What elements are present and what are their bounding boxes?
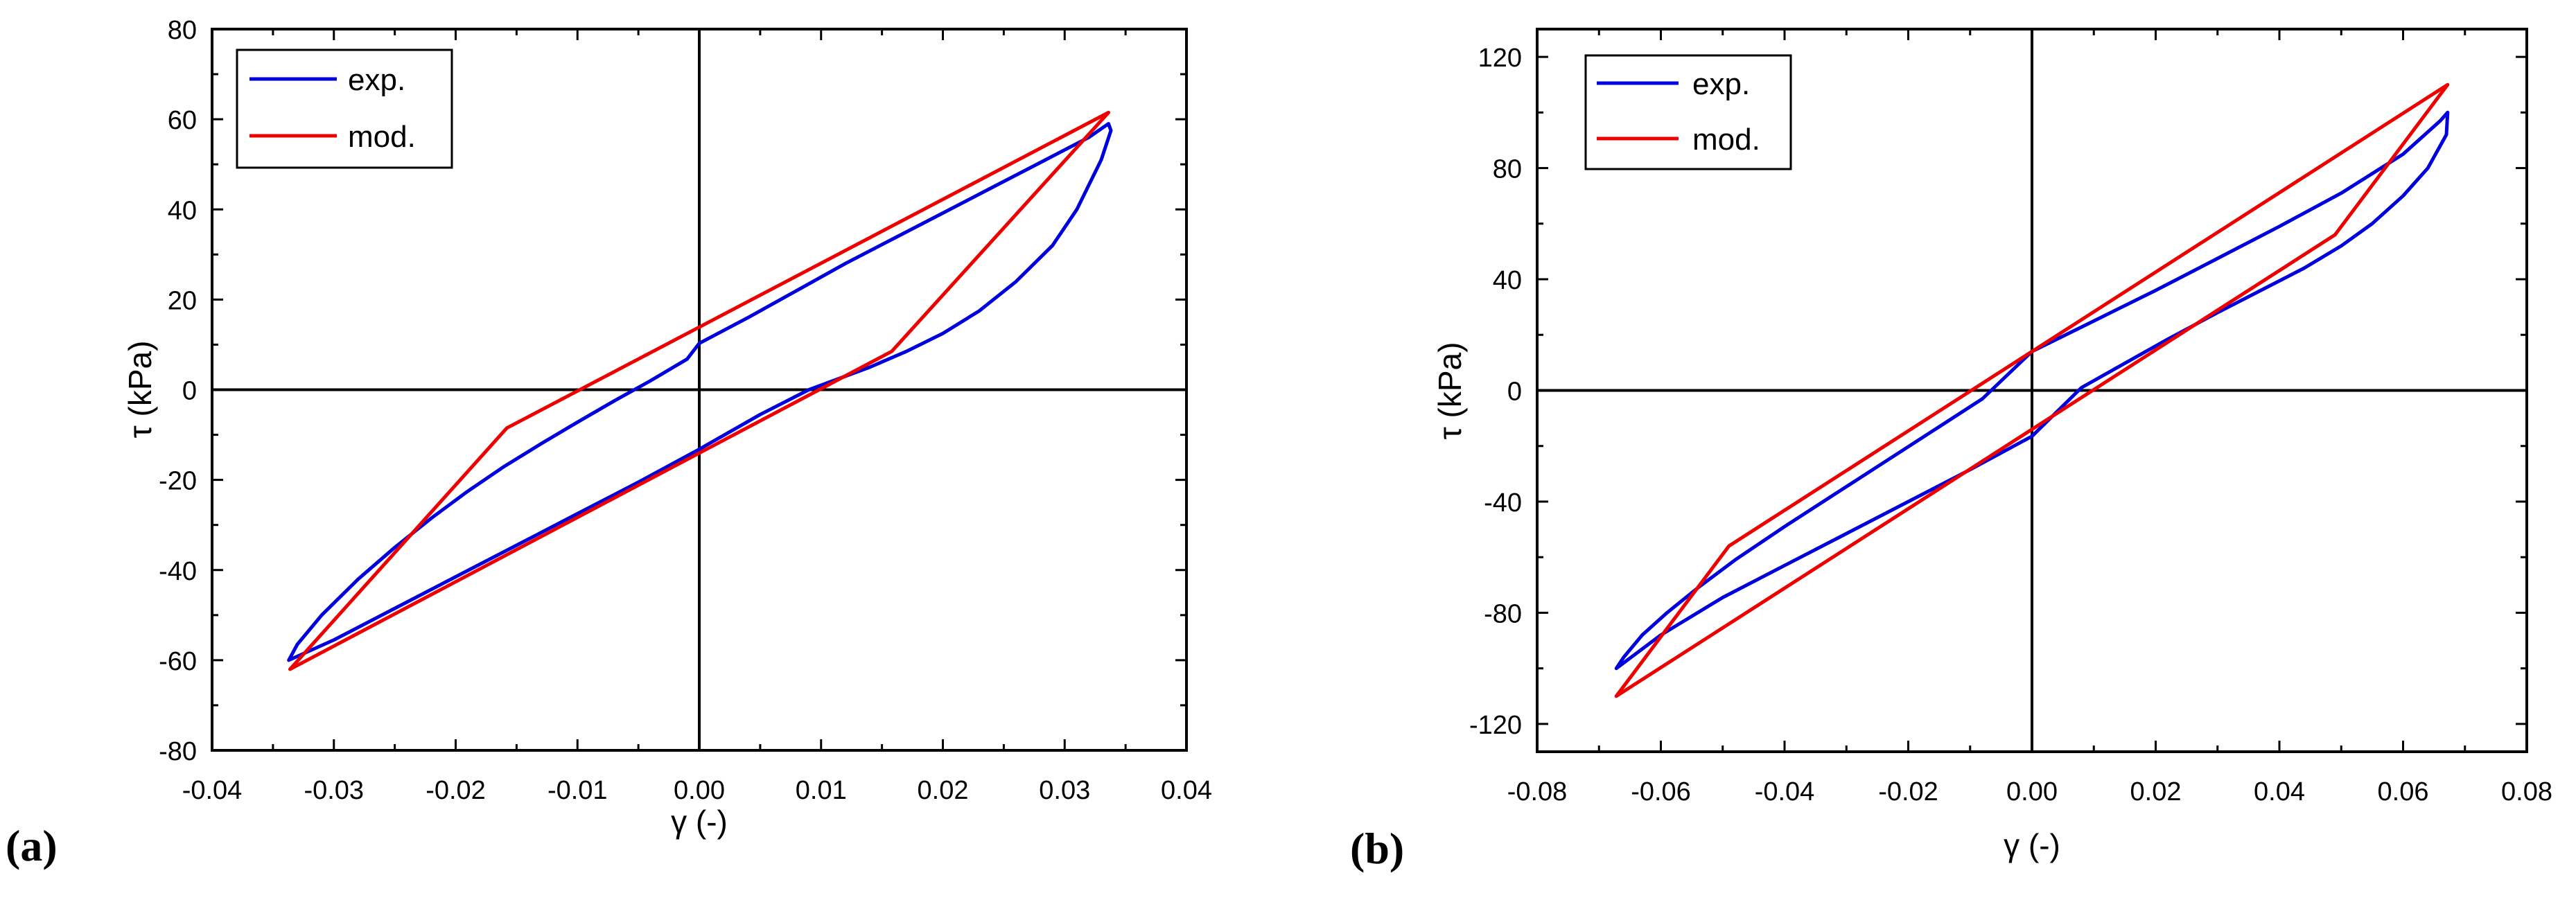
y-tick-label-a: 20: [168, 286, 197, 315]
y-tick-label-b: 0: [1507, 378, 1522, 407]
y-tick-label-a: -80: [159, 737, 197, 766]
y-tick-label-a: -40: [159, 557, 197, 586]
x-tick-label-b: -0.08: [1507, 777, 1568, 806]
x-tick-label-a: -0.03: [304, 776, 364, 805]
x-tick-label-b: 0.08: [2501, 777, 2552, 806]
x-tick-labels-b: -0.08 -0.06 -0.04 -0.02 0.00 0.02 0.04 0.06 0.08: [1507, 777, 2552, 806]
panel-label-b: (b): [1350, 824, 1404, 873]
x-tick-label-a: -0.04: [182, 776, 243, 805]
series-layer-a: [287, 110, 1113, 671]
panel-b: -0.08 -0.06 -0.04 -0.02 0.00 0.02 0.04 0.06 0.08…: [1350, 28, 2552, 873]
x-tick-label-b: -0.04: [1755, 777, 1815, 806]
series-exp-line-b: [1614, 110, 2450, 671]
legend-label-exp-a: exp.: [348, 63, 405, 97]
y-tick-label-a: 60: [168, 106, 197, 135]
legend-b: exp. mod.: [1584, 54, 1792, 170]
x-tick-label-a: -0.01: [547, 776, 608, 805]
x-tick-label-a: 0.02: [918, 776, 969, 805]
y-tick-label-a: 40: [168, 196, 197, 225]
y-tick-label-a: 80: [168, 16, 197, 45]
y-tick-label-b: 80: [1493, 155, 1522, 184]
x-tick-label-b: 0.04: [2254, 777, 2305, 806]
series-layer-b: [1614, 82, 2450, 698]
y-tick-label-a: -20: [159, 467, 197, 496]
legend-label-exp-b: exp.: [1692, 67, 1750, 101]
y-axis-label-b: τ (kPa): [1432, 342, 1468, 440]
x-tick-label-b: 0.06: [2378, 777, 2429, 806]
legend-box-a: [236, 48, 453, 169]
y-tick-labels-b: -120 -80 -40 0 40 80 120: [1469, 44, 1522, 740]
y-tick-label-b: 120: [1478, 44, 1522, 73]
y-tick-label-b: -80: [1484, 599, 1522, 628]
y-tick-label-b: -40: [1484, 488, 1522, 518]
legend-a: exp. mod.: [236, 48, 453, 169]
y-tick-label-a: -60: [159, 647, 197, 676]
series-exp-line-a: [287, 122, 1113, 662]
x-tick-label-a: 0.03: [1039, 776, 1090, 805]
y-tick-label-b: -120: [1469, 711, 1522, 740]
x-axis-label-b: γ (-): [2004, 827, 2060, 863]
x-tick-label-b: -0.06: [1631, 777, 1691, 806]
x-tick-label-b: -0.02: [1878, 777, 1938, 806]
ticks-a: [211, 28, 1188, 752]
ticks-b: [1536, 29, 2528, 752]
x-tick-label-a: 0.04: [1161, 776, 1212, 805]
series-mod-line-b: [1614, 82, 2450, 698]
x-tick-label-a: 0.00: [674, 776, 725, 805]
panel-label-a: (a): [6, 821, 58, 870]
panel-a: -0.04 -0.03 -0.02 -0.01 0.00 0.01 0.02 0.03 0.04…: [6, 16, 1212, 870]
y-tick-label-a: 0: [182, 377, 197, 406]
series-mod-line-a: [288, 110, 1110, 671]
x-tick-label-a: 0.01: [796, 776, 847, 805]
x-tick-labels-a: -0.04 -0.03 -0.02 -0.01 0.00 0.01 0.02 0.03 0.04: [182, 776, 1212, 805]
legend-label-mod-b: mod.: [1692, 123, 1760, 157]
x-tick-label-a: -0.02: [426, 776, 486, 805]
y-tick-labels-a: -80 -60 -40 -20 0 20 40 60 80: [159, 16, 197, 766]
y-axis-label-a: τ (kPa): [122, 341, 158, 439]
y-tick-label-b: 40: [1493, 266, 1522, 295]
x-tick-label-b: 0.00: [2006, 777, 2058, 806]
legend-label-mod-a: mod.: [348, 120, 416, 154]
legend-box-b: [1584, 54, 1792, 170]
x-tick-label-b: 0.02: [2130, 777, 2182, 806]
x-axis-label-a: γ (-): [671, 804, 728, 840]
